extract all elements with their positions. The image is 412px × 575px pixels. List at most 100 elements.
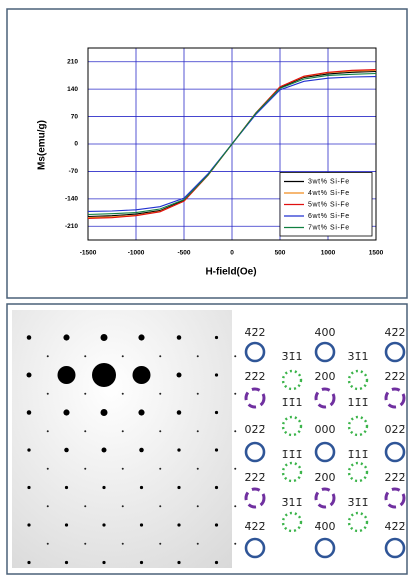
spot (177, 523, 181, 527)
spot (138, 409, 145, 416)
spot (214, 523, 219, 527)
spot (139, 560, 144, 565)
spot (138, 334, 145, 341)
spot (214, 448, 219, 452)
spot (26, 372, 32, 378)
spot (84, 355, 87, 358)
index-label: 022̄ (385, 423, 406, 436)
index-ring (384, 387, 406, 409)
index-ring (314, 387, 336, 409)
spot (139, 447, 144, 453)
spot (121, 355, 124, 358)
spot (196, 542, 199, 545)
x-tick-label: 500 (275, 250, 286, 257)
x-tick-label: 1500 (369, 250, 384, 257)
index-ring (244, 537, 266, 559)
spot (214, 560, 219, 565)
y-tick-label: 140 (67, 86, 78, 93)
plot-border (87, 47, 377, 241)
spot (100, 409, 108, 416)
index-ring (384, 487, 406, 509)
index-ring (314, 487, 336, 509)
index-label: 200 (315, 370, 336, 383)
index-label: 42̄2̄ (385, 520, 406, 533)
spot (176, 335, 182, 340)
spot (46, 355, 49, 358)
spot (159, 467, 162, 470)
index-label: 000 (315, 423, 336, 436)
index-ring (347, 511, 369, 533)
spot (84, 392, 87, 395)
x-tick-label: 1000 (321, 250, 336, 257)
spot (121, 392, 124, 395)
spot (121, 467, 124, 470)
legend-label: 4wt% Si-Fe (308, 190, 350, 197)
spot (26, 335, 32, 340)
index-label: 3̄11̄ (282, 496, 303, 509)
index-ring (281, 369, 303, 391)
spot (64, 447, 69, 453)
index-label: 3̄1̄1 (282, 350, 303, 363)
spot (234, 467, 237, 470)
y-axis-label: Ms(emu/g) (37, 120, 48, 170)
y-tick-label: 210 (67, 58, 78, 65)
index-label: 4̄2̄2 (245, 326, 266, 339)
spot (102, 523, 106, 527)
index-ring (347, 461, 369, 483)
spot (63, 334, 70, 341)
spot (84, 542, 87, 545)
index-ring (347, 369, 369, 391)
spot (64, 485, 69, 490)
y-tick-label: -140 (65, 196, 78, 203)
spot (234, 392, 237, 395)
diffraction-spots (26, 334, 237, 565)
legend-label: 6wt% Si-Fe (308, 213, 350, 220)
x-tick-label: 0 (230, 250, 234, 257)
spot (27, 560, 31, 565)
spot (196, 505, 199, 508)
data-line (87, 72, 377, 216)
spot (214, 373, 219, 377)
index-label: 42̄2 (385, 326, 406, 339)
spot (46, 467, 49, 470)
spot (121, 505, 124, 508)
index-ring (244, 387, 266, 409)
legend-label: 5wt% Si-Fe (308, 201, 350, 208)
spot (177, 448, 181, 452)
index-ring (281, 415, 303, 437)
spot (121, 542, 124, 545)
index-ring (314, 537, 336, 559)
index-label: 11̄1̄ (348, 396, 369, 409)
x-tick-label: -1000 (128, 250, 145, 257)
y-tick-label: -70 (69, 168, 79, 175)
spot (176, 410, 182, 415)
spot (63, 409, 70, 416)
index-ring (384, 537, 406, 559)
index-label: 2̄2̄2 (245, 370, 266, 383)
spot (27, 448, 31, 452)
spot (27, 485, 31, 490)
spot (214, 485, 219, 490)
spot (57, 366, 76, 384)
spot (64, 560, 69, 565)
spot (177, 560, 181, 565)
index-ring (281, 461, 303, 483)
index-label: 4̄00 (315, 520, 336, 533)
spot (84, 467, 87, 470)
spot (139, 523, 144, 527)
spot (234, 542, 237, 545)
index-ring (347, 415, 369, 437)
index-label: 4̄22̄ (245, 520, 266, 533)
y-tick-label: 0 (74, 141, 78, 148)
spot (234, 505, 237, 508)
index-label: 02̄2̄ (245, 423, 266, 436)
spot (234, 355, 237, 358)
spot (121, 430, 124, 433)
spot (101, 447, 107, 453)
spot (102, 560, 106, 565)
spot (159, 430, 162, 433)
index-label: 22̄2 (385, 370, 406, 383)
y-tick-label: -210 (65, 223, 78, 230)
legend-label: 3wt% Si-Fe (308, 178, 350, 185)
spot (100, 334, 108, 341)
